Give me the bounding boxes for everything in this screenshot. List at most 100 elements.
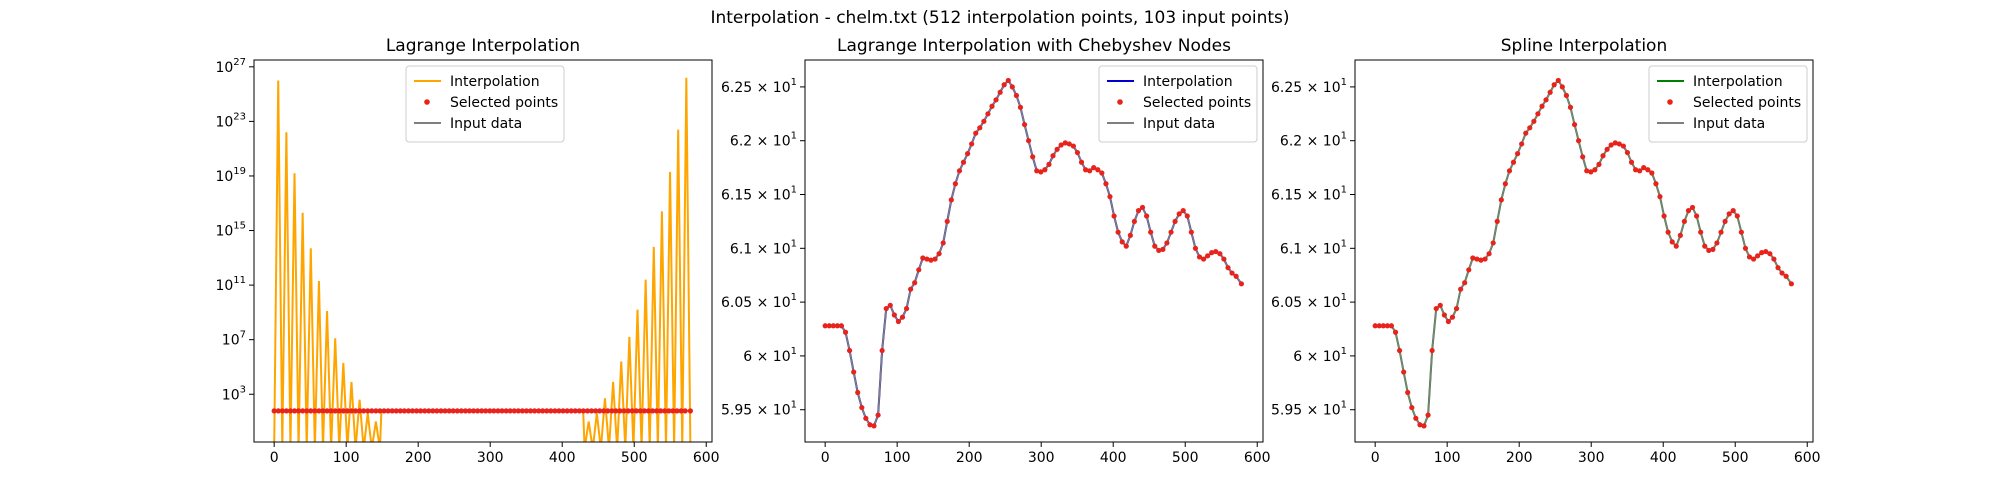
selected-point (1575, 138, 1582, 144)
selected-point (1421, 423, 1427, 429)
selected-point (442, 408, 448, 414)
chart-title: Spline Interpolation (1501, 36, 1667, 56)
selected-point (842, 329, 849, 335)
x-tick-label: 300 (477, 450, 504, 466)
selected-point (1409, 404, 1415, 411)
selected-point (405, 408, 412, 414)
selected-point (556, 408, 562, 414)
selected-point (1046, 161, 1052, 167)
x-tick-label: 100 (333, 450, 360, 466)
selected-point (928, 257, 934, 263)
selected-point (1103, 181, 1109, 187)
selected-point (1584, 168, 1590, 174)
selected-point (352, 408, 359, 414)
selected-point (499, 408, 505, 414)
selected-point (397, 408, 403, 414)
selected-point (434, 408, 440, 414)
y-tick-label: 6.2 × 101 (1280, 131, 1347, 150)
selected-point (1135, 208, 1142, 214)
selected-point (908, 286, 914, 292)
selected-point (883, 305, 889, 312)
selected-point (564, 408, 570, 414)
selected-point (1095, 167, 1101, 173)
selected-point (466, 408, 473, 414)
y-tick-label: 6.15 × 101 (1271, 185, 1347, 204)
selected-point (1510, 159, 1517, 165)
selected-point (678, 408, 684, 414)
selected-point (1519, 141, 1525, 147)
selected-point (1038, 169, 1044, 175)
selected-point (1229, 270, 1235, 276)
selected-point (1498, 197, 1504, 203)
y-tick-label: 6 × 101 (743, 346, 797, 365)
selected-point (365, 408, 371, 414)
selected-point (859, 404, 865, 411)
selected-point (871, 423, 877, 429)
legend-marker-points (1667, 99, 1673, 105)
selected-point (687, 408, 693, 414)
selected-point (1396, 347, 1403, 354)
selected-point (300, 408, 306, 414)
selected-point (515, 408, 521, 414)
selected-point (304, 408, 310, 414)
selected-point (867, 422, 873, 428)
selected-point (1074, 149, 1081, 156)
y-tick-label: 6 × 101 (1293, 346, 1347, 365)
selected-point (932, 256, 938, 262)
selected-point (1596, 161, 1602, 167)
chart-panel-1: Lagrange Interpolation 0 100 200 300 400 500 60… (215, 36, 719, 466)
selected-point (1025, 138, 1032, 144)
y-tick-label: 6.25 × 101 (1271, 77, 1347, 96)
selected-point (1657, 194, 1663, 200)
axes-frame (253, 59, 713, 443)
selected-point (1152, 243, 1158, 249)
selected-point (1779, 270, 1785, 276)
selected-point (1372, 323, 1378, 329)
selected-point (328, 408, 334, 414)
selected-point (1160, 246, 1166, 252)
selected-point (981, 118, 987, 124)
chart-panel-2: Lagrange Interpolation with Chebyshev No… (721, 36, 1271, 466)
selected-point (903, 305, 910, 312)
y-tick-label: 5.95 × 101 (1271, 400, 1347, 419)
chart-title: Lagrange Interpolation (386, 36, 580, 56)
selected-point (507, 408, 513, 414)
selected-point (920, 255, 926, 261)
selected-point (1616, 141, 1622, 147)
selected-point (1746, 254, 1753, 260)
selected-point (1515, 151, 1521, 157)
selected-point (997, 89, 1003, 95)
selected-point (369, 408, 375, 414)
selected-point (1401, 369, 1407, 375)
selected-point (1164, 240, 1170, 246)
selected-point (1706, 247, 1712, 254)
selected-point (1192, 245, 1199, 251)
selected-point (1698, 229, 1704, 235)
selected-point (1078, 159, 1085, 165)
selected-point (511, 408, 517, 414)
selected-point (1001, 82, 1007, 88)
selected-point (1123, 243, 1129, 249)
selected-point (1449, 314, 1456, 320)
selected-point (822, 323, 828, 329)
selected-point (601, 408, 607, 414)
selected-point (344, 408, 351, 414)
selected-point (1441, 312, 1447, 318)
selected-point (1478, 257, 1484, 263)
x-tick-label: 600 (1244, 450, 1271, 466)
selected-point (495, 408, 501, 414)
legend-marker-points (424, 99, 430, 105)
selected-point (1433, 305, 1439, 312)
selected-point (1588, 169, 1594, 175)
selected-point (1571, 121, 1578, 128)
selected-point (989, 103, 995, 109)
selected-point (875, 412, 881, 418)
legend-label-input: Input data (450, 116, 522, 132)
selected-point (312, 408, 318, 414)
selected-point (658, 408, 664, 414)
selected-point (1107, 194, 1113, 200)
selected-point (1535, 111, 1541, 117)
selected-point (1221, 256, 1227, 262)
selected-point (568, 408, 574, 414)
selected-point (1486, 251, 1492, 257)
